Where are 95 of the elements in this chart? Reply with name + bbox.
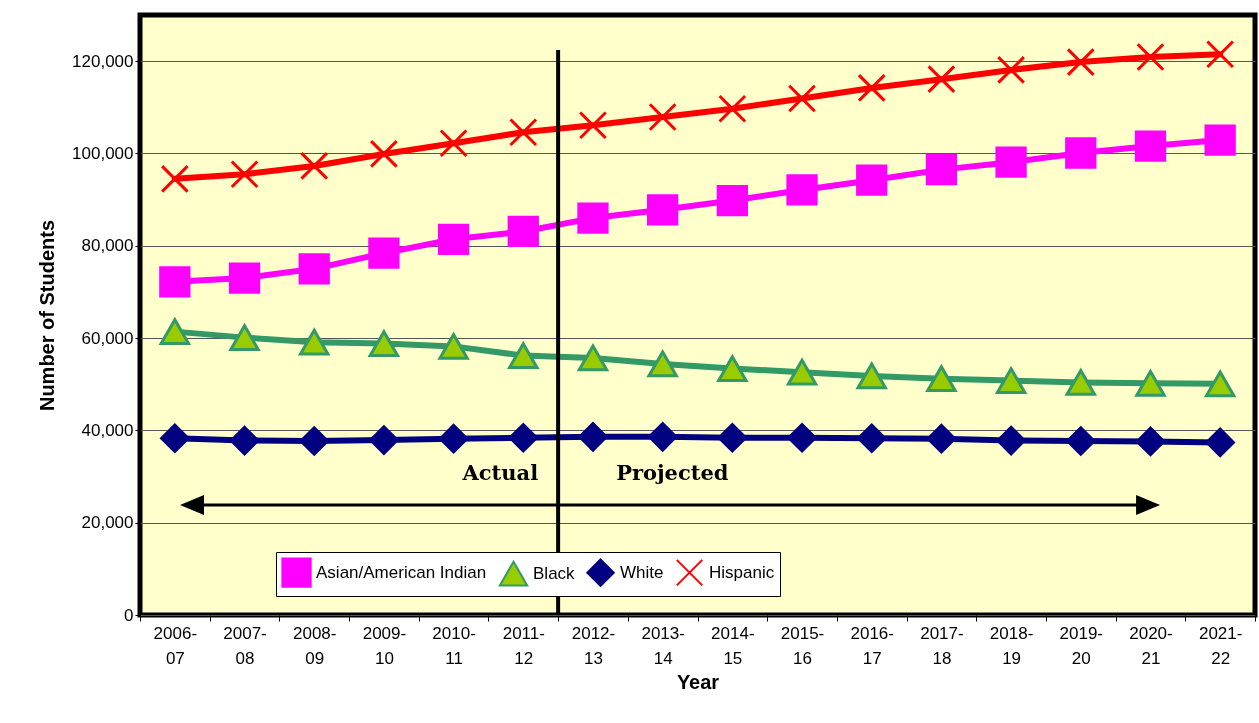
point: [648, 102, 677, 132]
point: [1134, 130, 1167, 162]
point: [718, 94, 747, 123]
x-tick-label: 2006-07: [153, 623, 198, 668]
point: [578, 422, 608, 452]
point: [368, 330, 400, 357]
point: [856, 362, 887, 390]
point: [786, 358, 818, 386]
point: [578, 111, 608, 140]
point: [229, 425, 260, 456]
point: [229, 324, 260, 351]
point: [439, 129, 468, 158]
y-axis-title: Number of Students: [36, 219, 59, 412]
point: [1065, 369, 1096, 396]
point: [507, 215, 539, 248]
point: [786, 174, 818, 206]
point: [508, 423, 539, 453]
y-tick-label: 100,000: [72, 143, 134, 163]
point: [1204, 370, 1236, 398]
point: [717, 423, 748, 453]
point: [995, 146, 1027, 178]
point: [996, 55, 1026, 85]
point: [857, 73, 886, 103]
point: [438, 333, 469, 360]
annotation: Actual: [461, 460, 539, 485]
point: [508, 342, 539, 369]
x-tick-label: 2009-10: [362, 623, 407, 668]
x-axis-title: Year: [676, 670, 720, 693]
y-tick-label: 120,000: [72, 51, 134, 71]
x-tick-label: 2011-12: [502, 623, 545, 668]
x-tick-label: 2021-22: [1198, 623, 1243, 668]
point: [1066, 426, 1096, 456]
x-tick-label: 2012-13: [571, 623, 616, 668]
point: [1066, 47, 1096, 77]
x-tick-label: 2008-09: [292, 623, 337, 668]
point: [647, 422, 678, 452]
point: [437, 223, 470, 255]
x-tick-label: 2014-15: [711, 623, 755, 668]
x-tick-label: 2017-18: [920, 623, 964, 668]
point: [369, 425, 399, 455]
y-tick-label: 40,000: [81, 420, 134, 440]
point: [160, 164, 190, 194]
point: [228, 262, 261, 294]
point: [647, 350, 678, 378]
y-tick-label: 60,000: [81, 328, 134, 348]
point: [1135, 369, 1166, 397]
point: [716, 184, 748, 217]
point: [368, 237, 400, 269]
point: [717, 355, 748, 382]
point: [159, 266, 191, 298]
point: [230, 159, 259, 189]
legend-label: Asian/American Indian: [316, 562, 487, 582]
point: [1205, 427, 1235, 458]
point: [577, 344, 609, 372]
point: [438, 423, 469, 454]
point: [927, 64, 956, 94]
point: [577, 202, 609, 234]
legend-label: Hispanic: [709, 562, 775, 582]
x-tick-label: 2018-19: [989, 623, 1034, 668]
point: [787, 423, 817, 453]
y-tick-label: 0: [124, 605, 134, 625]
point: [926, 365, 957, 393]
x-tick-label: 2020-21: [1129, 623, 1173, 668]
x-tick-label: 2013-14: [641, 623, 685, 668]
annotation: Projected: [616, 460, 729, 485]
y-tick-label: 20,000: [81, 513, 134, 533]
point: [1205, 39, 1235, 69]
point: [509, 117, 538, 147]
point: [995, 367, 1027, 394]
point: [159, 318, 191, 345]
x-tick-label: 2015-16: [780, 623, 825, 668]
point: [299, 328, 330, 356]
point: [298, 253, 330, 285]
x-tick-label: 2007-08: [223, 623, 267, 668]
point: [299, 426, 329, 456]
point: [856, 423, 887, 453]
point: [647, 194, 679, 226]
x-tick-label: 2010-11: [432, 623, 476, 668]
point: [1136, 42, 1165, 72]
y-tick-label: 80,000: [81, 236, 134, 256]
x-tick-label: 2019-20: [1059, 623, 1104, 668]
point: [1065, 137, 1097, 169]
point: [926, 423, 957, 454]
point: [1135, 426, 1166, 457]
point: [925, 153, 958, 186]
point: [160, 423, 190, 453]
point: [299, 151, 329, 181]
point: [996, 425, 1026, 456]
legend-label: White: [620, 562, 664, 582]
point: [856, 164, 888, 196]
x-tick-label: 2016-17: [850, 623, 894, 668]
point: [787, 84, 817, 113]
legend-label: Black: [533, 563, 576, 583]
point: [369, 139, 399, 169]
point: [1204, 124, 1236, 156]
